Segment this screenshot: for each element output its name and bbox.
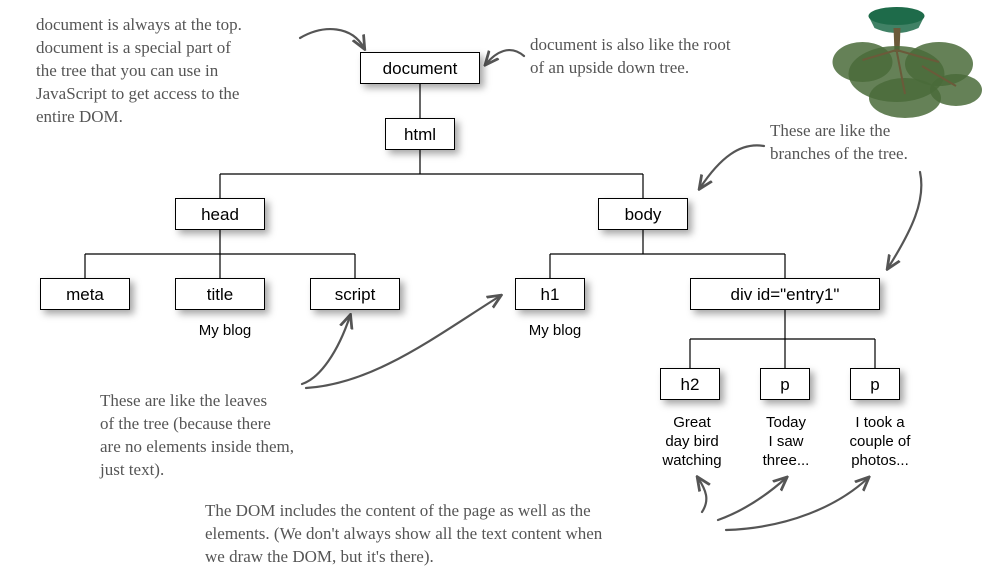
annotation-a_branches: These are like the branches of the tree. bbox=[770, 120, 990, 166]
tree-node-div: div id="entry1" bbox=[690, 278, 880, 310]
arrow-arr_bot2 bbox=[718, 478, 786, 520]
arrow-arr_branches2 bbox=[888, 172, 921, 268]
edge-group-html bbox=[220, 150, 643, 198]
edge-group-div bbox=[690, 310, 875, 368]
leaf-text-h2: Great day bird watching bbox=[650, 414, 734, 470]
tree-node-document: document bbox=[360, 52, 480, 84]
annotation-a_top_right: document is also like the root of an ups… bbox=[530, 34, 820, 80]
arrow-arr_branches bbox=[700, 145, 764, 188]
tree-node-p2: p bbox=[850, 368, 900, 400]
upside-down-tree-icon bbox=[833, 7, 983, 118]
edge-group-body bbox=[550, 230, 785, 278]
leaf-text-p1: Today I saw three... bbox=[750, 414, 822, 470]
arrow-arr_leaf1 bbox=[302, 316, 350, 384]
tree-node-head: head bbox=[175, 198, 265, 230]
leaf-text-title: My blog bbox=[190, 322, 260, 341]
tree-node-p1: p bbox=[760, 368, 810, 400]
tree-node-h2: h2 bbox=[660, 368, 720, 400]
arrow-arr_bot3 bbox=[726, 478, 868, 530]
annotation-a_top_left: document is always at the top. document … bbox=[36, 14, 316, 129]
leaf-text-p2: I took a couple of photos... bbox=[838, 414, 922, 470]
tree-node-meta: meta bbox=[40, 278, 130, 310]
annotation-a_leaves: These are like the leaves of the tree (b… bbox=[100, 390, 400, 482]
tree-node-title: title bbox=[175, 278, 265, 310]
annotation-a_bottom: The DOM includes the content of the page… bbox=[205, 500, 705, 569]
dom-tree-diagram: { "canvas": { "width": 1000, "height": 5… bbox=[0, 0, 1000, 584]
tree-node-script: script bbox=[310, 278, 400, 310]
arrow-arr_top_right bbox=[486, 50, 524, 64]
tree-node-h1: h1 bbox=[515, 278, 585, 310]
tree-node-html: html bbox=[385, 118, 455, 150]
leaf-text-h1: My blog bbox=[520, 322, 590, 341]
edge-group-head bbox=[85, 230, 355, 278]
tree-node-body: body bbox=[598, 198, 688, 230]
